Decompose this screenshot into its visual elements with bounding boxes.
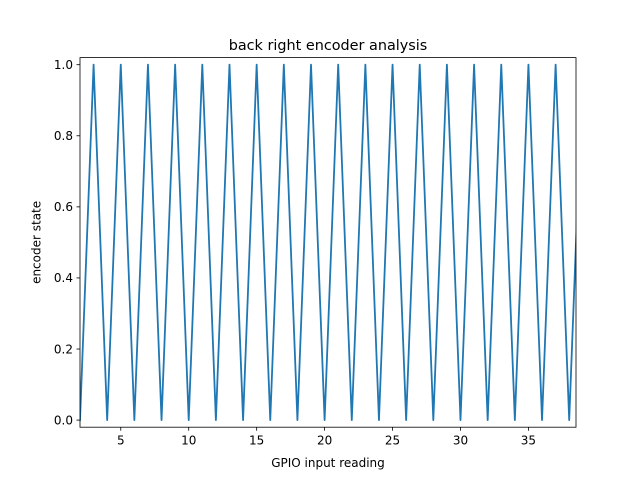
- x-tick-label: 10: [181, 434, 196, 448]
- y-tick-label: 0.2: [54, 342, 73, 356]
- x-tick-label: 30: [453, 434, 468, 448]
- y-tick-label: 0.0: [54, 413, 73, 427]
- x-tick-label: 35: [521, 434, 536, 448]
- x-tick-label: 5: [117, 434, 125, 448]
- series-layer: [80, 63, 576, 422]
- series-line: [80, 63, 576, 422]
- x-tick-label: 20: [317, 434, 332, 448]
- y-tick-label: 1.0: [54, 58, 73, 72]
- y-axis-ticks: 0.0 0.2 0.4 0.6 0.8 1.0: [54, 58, 80, 427]
- y-tick-label: 0.4: [54, 271, 73, 285]
- x-axis-label: GPIO input reading: [271, 456, 385, 470]
- plot-frame: [79, 57, 577, 428]
- x-axis-ticks: 5 10 15 20 25 30 35: [117, 427, 536, 448]
- y-axis-label: encoder state: [30, 201, 44, 284]
- x-tick-label: 25: [385, 434, 400, 448]
- y-tick-label: 0.6: [54, 200, 73, 214]
- chart-title: back right encoder analysis: [229, 38, 428, 54]
- y-tick-label: 0.8: [54, 129, 73, 143]
- x-tick-label: 15: [249, 434, 264, 448]
